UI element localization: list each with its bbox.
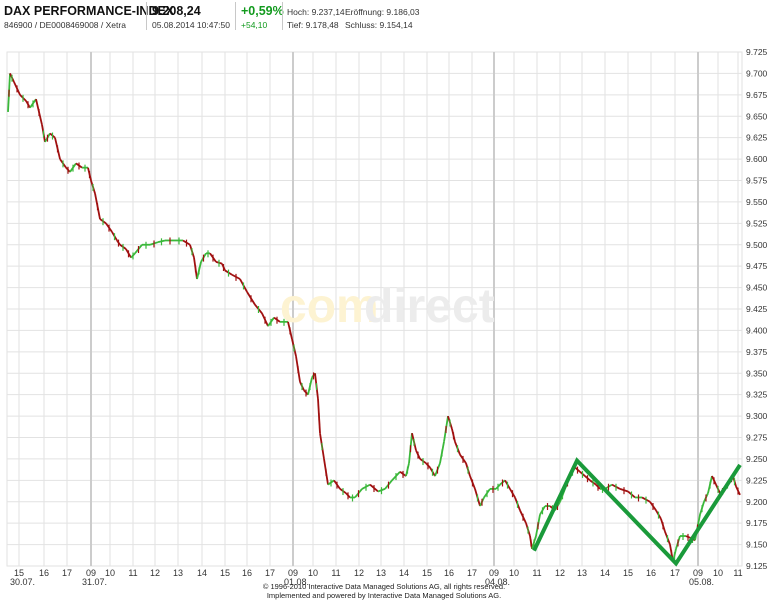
x-tick-label: 17 bbox=[670, 568, 680, 578]
y-axis: 9.725 9.700 9.675 9.650 9.625 9.600 9.575 9.550… bbox=[746, 47, 768, 571]
x-tick-label: 16 bbox=[646, 568, 656, 578]
y-tick-label: 9.700 bbox=[746, 68, 768, 78]
watermark-com: com bbox=[280, 280, 379, 333]
x-tick-label: 14 bbox=[399, 568, 409, 578]
x-tick-label: 16 bbox=[242, 568, 252, 578]
y-tick-label: 9.525 bbox=[746, 218, 768, 228]
stat-high: Hoch: 9.237,14 bbox=[287, 7, 345, 17]
x-tick-label: 17 bbox=[62, 568, 72, 578]
x-tick-label: 14 bbox=[197, 568, 207, 578]
stats-block: Hoch: 9.237,14 Eröffnung: 9.186,03 Tief:… bbox=[287, 2, 487, 30]
x-tick-label: 09 bbox=[288, 568, 298, 578]
y-tick-label: 9.400 bbox=[746, 325, 768, 335]
last-price: 9.208,24 bbox=[152, 4, 201, 18]
x-tick-label: 11 bbox=[331, 568, 340, 578]
stat-low: Tief: 9.178,48 bbox=[287, 20, 339, 30]
x-tick-label: 09 bbox=[489, 568, 499, 578]
copyright-line: © 1996-2010 Interactive Data Managed Sol… bbox=[262, 582, 506, 591]
stat-close: Schluss: 9.154,14 bbox=[345, 20, 413, 30]
watermark-direct: direct bbox=[364, 280, 495, 333]
y-tick-label: 9.650 bbox=[746, 111, 768, 121]
divider bbox=[235, 2, 236, 30]
x-tick-label: 14 bbox=[600, 568, 610, 578]
x-tick-label: 10 bbox=[105, 568, 115, 578]
quote-header: DAX PERFORMANCE-INDEX 846900 / DE0008469… bbox=[0, 0, 768, 32]
y-tick-label: 9.275 bbox=[746, 433, 768, 443]
x-tick-label: 10 bbox=[713, 568, 723, 578]
trendline-annotation bbox=[532, 457, 742, 567]
y-tick-label: 9.475 bbox=[746, 261, 768, 271]
y-tick-label: 9.500 bbox=[746, 240, 768, 250]
y-tick-label: 9.325 bbox=[746, 390, 768, 400]
quote-timestamp: 05.08.2014 10:47:50 bbox=[152, 20, 230, 30]
y-tick-label: 9.125 bbox=[746, 561, 768, 571]
x-tick-label: 12 bbox=[150, 568, 160, 578]
y-tick-label: 9.575 bbox=[746, 176, 768, 186]
x-tick-label: 12 bbox=[555, 568, 565, 578]
change-absolute: +54,10 bbox=[241, 20, 268, 30]
x-tick-label: 15 bbox=[422, 568, 432, 578]
x-date-label: 01.08. bbox=[284, 577, 309, 587]
powered-by-line: Implemented and powered by Interactive D… bbox=[266, 591, 502, 600]
chart-grid bbox=[6, 51, 743, 567]
x-date-label: 04.08. bbox=[485, 577, 510, 587]
x-tick-label: 09 bbox=[693, 568, 703, 578]
y-tick-label: 9.250 bbox=[746, 454, 768, 464]
x-date-label: 30.07. bbox=[10, 577, 35, 587]
x-tick-label: 15 bbox=[14, 568, 24, 578]
x-tick-label: 09 bbox=[86, 568, 96, 578]
change-block: +0,59% +54,10 bbox=[241, 2, 284, 30]
x-tick-label: 13 bbox=[173, 568, 183, 578]
y-tick-label: 9.725 bbox=[746, 47, 768, 57]
y-tick-label: 9.600 bbox=[746, 154, 768, 164]
x-tick-label: 15 bbox=[623, 568, 633, 578]
x-tick-label: 10 bbox=[308, 568, 318, 578]
x-tick-label: 11 bbox=[532, 568, 541, 578]
x-tick-label: 15 bbox=[220, 568, 230, 578]
y-tick-label: 9.450 bbox=[746, 283, 768, 293]
y-tick-label: 9.300 bbox=[746, 411, 768, 421]
divider bbox=[146, 2, 147, 30]
price-block: 9.208,24 05.08.2014 10:47:50 bbox=[152, 2, 232, 30]
instrument-ids: 846900 / DE0008469008 / Xetra bbox=[4, 20, 126, 30]
x-date-label: 31.07. bbox=[82, 577, 107, 587]
instrument-block: DAX PERFORMANCE-INDEX 846900 / DE0008469… bbox=[4, 2, 174, 30]
divider bbox=[282, 2, 283, 30]
y-tick-label: 9.200 bbox=[746, 497, 768, 507]
x-tick-label: 10 bbox=[509, 568, 519, 578]
y-tick-label: 9.425 bbox=[746, 304, 768, 314]
y-tick-label: 9.675 bbox=[746, 90, 768, 100]
y-tick-label: 9.150 bbox=[746, 540, 768, 550]
y-tick-label: 9.225 bbox=[746, 475, 768, 485]
x-tick-label: 13 bbox=[577, 568, 587, 578]
y-tick-label: 9.625 bbox=[746, 133, 768, 143]
x-tick-label: 17 bbox=[467, 568, 477, 578]
watermark-logo: com direct bbox=[280, 280, 495, 333]
stat-open: Eröffnung: 9.186,03 bbox=[345, 7, 420, 17]
x-tick-label: 11 bbox=[128, 568, 137, 578]
x-tick-label: 12 bbox=[354, 568, 364, 578]
x-date-label: 05.08. bbox=[689, 577, 714, 587]
y-tick-label: 9.550 bbox=[746, 197, 768, 207]
x-tick-label: 16 bbox=[39, 568, 49, 578]
x-tick-label: 16 bbox=[444, 568, 454, 578]
x-tick-label: 13 bbox=[376, 568, 386, 578]
y-tick-label: 9.375 bbox=[746, 347, 768, 357]
y-tick-label: 9.175 bbox=[746, 518, 768, 528]
x-tick-label: 11 bbox=[733, 568, 742, 578]
instrument-name: DAX PERFORMANCE-INDEX bbox=[4, 4, 175, 18]
change-percent: +0,59% bbox=[241, 4, 284, 18]
x-tick-label: 17 bbox=[265, 568, 275, 578]
price-series bbox=[7, 73, 741, 562]
y-tick-label: 9.350 bbox=[746, 368, 768, 378]
